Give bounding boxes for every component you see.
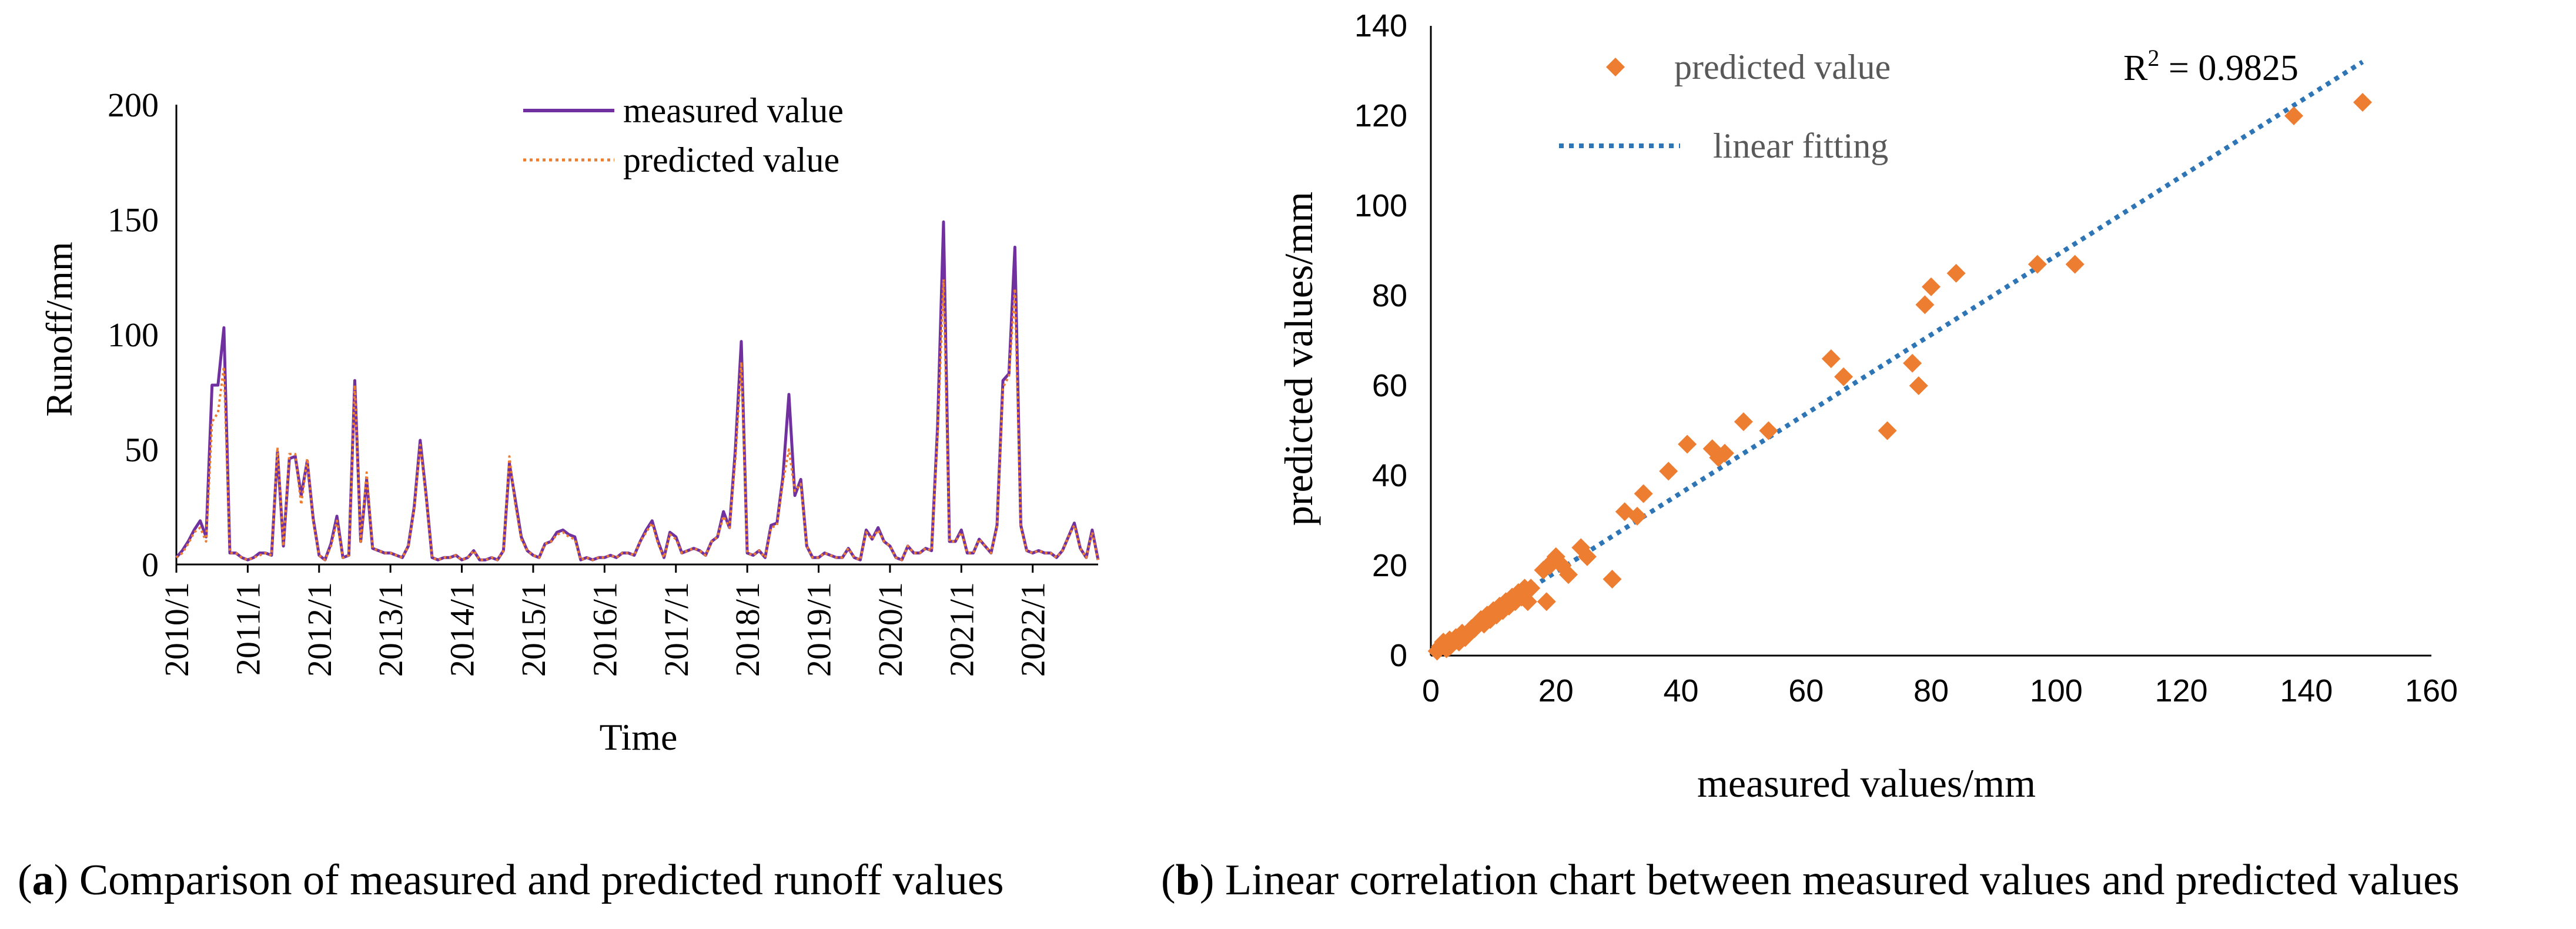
chart-b-ytick-label: 60 (1372, 368, 1407, 403)
chart-b-point (1628, 506, 1647, 526)
chart-b-ytick-label: 0 (1390, 638, 1407, 673)
caption-b: (b) Linear correlation chart between mea… (1161, 856, 2460, 904)
chart-a-xtick-label: 2011/1 (229, 582, 267, 676)
chart-b-point (2065, 255, 2085, 274)
chart-a-series-line-measured (175, 220, 1100, 562)
chart-a-xtick-label: 2021/1 (942, 582, 981, 677)
chart-b-xlabel: measured values/mm (1697, 761, 2036, 806)
chart-b-point (1915, 295, 1935, 315)
chart-b-point (1537, 592, 1556, 611)
chart-b-point (2028, 255, 2047, 274)
chart-b-xtick-label: 20 (1538, 673, 1574, 709)
chart-a-xtick-label: 2016/1 (586, 582, 624, 677)
chart-b-x-ticks: 0 20 40 60 80 100 120 140 160 (1422, 673, 2458, 709)
chart-b-point (1922, 277, 1941, 296)
chart-a-xtick-label: 2010/1 (158, 582, 196, 677)
chart-b: 0 20 40 60 80 100 120 140 0 20 40 60 80 100 120 140 160… (1276, 8, 2458, 806)
chart-a-xtick-label: 2014/1 (443, 582, 481, 677)
chart-b-xtick-label: 120 (2155, 673, 2207, 709)
chart-b-point (2353, 93, 2372, 112)
chart-a-xtick-label: 2013/1 (372, 582, 410, 677)
chart-b-point (1878, 421, 1897, 440)
legend-swatch-diamond (1606, 58, 1625, 76)
chart-a-xtick-label: 2022/1 (1014, 582, 1052, 677)
chart-b-point (1521, 579, 1541, 598)
legend-label-predicted-b: predicted value (1674, 48, 1891, 86)
chart-a-x-ticks: 2010/1 2011/1 2012/1 2013/1 2014/1 2015/1 2016… (158, 564, 1052, 677)
chart-b-point (1715, 443, 1734, 463)
chart-b-ytick-label: 100 (1354, 188, 1407, 223)
legend-label-fit: linear fitting (1713, 126, 1888, 165)
chart-b-ytick-label: 120 (1354, 98, 1407, 133)
chart-a-y-ticks: 0 50 100 150 200 (108, 86, 159, 584)
chart-a-xtick-label: 2018/1 (728, 582, 767, 677)
chart-b-xtick-label: 0 (1422, 673, 1440, 709)
chart-b-point (1577, 547, 1597, 566)
chart-b-point (2284, 106, 2303, 125)
chart-a-ylabel: Runoff/mm (38, 242, 80, 417)
chart-b-fit-line (1429, 59, 2364, 653)
chart-b-ytick-label: 20 (1372, 548, 1407, 583)
legend-label-predicted: predicted value (623, 141, 839, 179)
chart-b-xtick-label: 40 (1663, 673, 1698, 709)
chart-a-series (175, 220, 1100, 562)
chart-a-legend: measured value predicted value (523, 91, 844, 179)
chart-b-point (1518, 592, 1537, 611)
chart-b-point (1909, 376, 1928, 395)
caption-b-text: Linear correlation chart between measure… (1214, 856, 2460, 904)
chart-b-point (1821, 349, 1841, 369)
chart-b-point (1734, 412, 1753, 432)
chart-b-point (1659, 462, 1678, 481)
chart-a-ytick-label: 150 (108, 201, 159, 239)
caption-b-label: b (1175, 856, 1200, 904)
caption-a: (a) Comparison of measured and predicted… (18, 856, 1004, 904)
chart-a-xlabel: Time (600, 716, 678, 758)
chart-b-ytick-label: 140 (1354, 8, 1407, 44)
chart-b-xtick-label: 100 (2030, 673, 2083, 709)
chart-b-points (1427, 93, 2372, 661)
chart-a-ytick-label: 0 (142, 546, 159, 584)
chart-a-xtick-label: 2019/1 (800, 582, 838, 677)
chart-b-point (1603, 569, 1622, 589)
r-squared-annotation: R2 = 0.9825 (2123, 45, 2299, 88)
chart-b-point (1946, 263, 1966, 283)
chart-b-y-ticks: 0 20 40 60 80 100 120 140 (1354, 8, 1407, 673)
chart-b-point (1559, 565, 1578, 584)
chart-a-xtick-label: 2012/1 (300, 582, 339, 677)
chart-a-series-line-predicted (175, 278, 1099, 562)
caption-a-text: Comparison of measured and predicted run… (68, 856, 1004, 904)
chart-b-point (1834, 367, 1854, 386)
chart-a-ytick-label: 200 (108, 86, 159, 124)
chart-a-xtick-label: 2020/1 (871, 582, 909, 677)
chart-b-fit (1429, 59, 2364, 653)
chart-b-xtick-label: 140 (2280, 673, 2333, 709)
caption-a-label: a (32, 856, 54, 904)
chart-a-ytick-label: 100 (108, 316, 159, 354)
chart-b-point (1903, 353, 1922, 373)
chart-b-ytick-label: 80 (1372, 278, 1407, 313)
chart-b-xtick-label: 160 (2405, 673, 2458, 709)
legend-label-measured: measured value (623, 91, 844, 130)
chart-b-legend: predicted value linear fitting (1559, 48, 1891, 165)
chart-a-ytick-label: 50 (125, 431, 159, 469)
chart-b-ytick-label: 40 (1372, 458, 1407, 493)
chart-b-point (1634, 484, 1653, 503)
chart-b-xtick-label: 60 (1788, 673, 1824, 709)
chart-a-xtick-label: 2017/1 (657, 582, 695, 677)
chart-b-xtick-label: 80 (1913, 673, 1949, 709)
chart-a-xtick-label: 2015/1 (514, 582, 553, 677)
chart-b-point (1759, 421, 1778, 440)
chart-b-ylabel: predicted values/mm (1276, 192, 1321, 526)
chart-b-point (1678, 435, 1697, 454)
